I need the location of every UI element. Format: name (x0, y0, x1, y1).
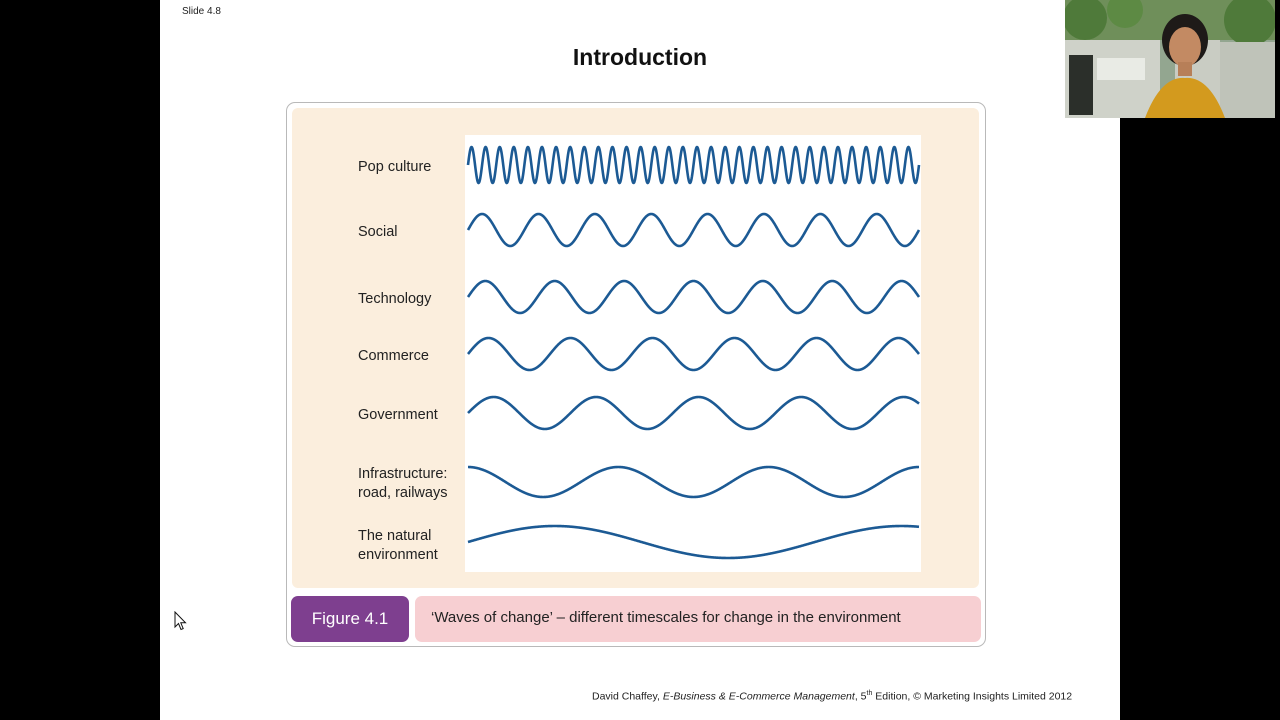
presenter-webcam (1065, 0, 1275, 118)
wave-label-social: Social (358, 224, 398, 240)
wave-label-natural-environment: The natural environment (358, 528, 438, 563)
footer-citation: David Chaffey, E-Business & E-Commerce M… (592, 690, 1073, 703)
slide-number: Slide 4.8 (182, 6, 221, 17)
wave-label-government: Government (358, 407, 438, 423)
figure-background: Pop culture Social Technology Commerce G… (292, 108, 979, 588)
wave-pop-culture (466, 145, 921, 185)
arrow-cursor-icon (174, 610, 188, 636)
wave-technology (466, 279, 921, 315)
wave-commerce (466, 336, 921, 372)
wave-label-commerce: Commerce (358, 348, 429, 364)
figure-frame: Pop culture Social Technology Commerce G… (286, 102, 986, 647)
wave-label-infrastructure: Infrastructure: road, railways (358, 466, 448, 501)
wave-social (466, 212, 921, 248)
wave-natural-environment (467, 524, 920, 560)
slide: Slide 4.8 Introduction Pop culture Socia… (160, 0, 1120, 720)
wave-government (467, 395, 920, 431)
wave-infrastructure (467, 465, 920, 499)
figure-number: Figure 4.1 (291, 596, 409, 642)
wave-label-technology: Technology (358, 291, 432, 307)
wave-label-pop-culture: Pop culture (358, 159, 432, 175)
wave-panel (465, 135, 921, 572)
slide-title: Introduction (572, 44, 708, 70)
waves-chart (466, 145, 921, 560)
figure-caption: ‘Waves of change’ – different timescales… (415, 596, 981, 642)
